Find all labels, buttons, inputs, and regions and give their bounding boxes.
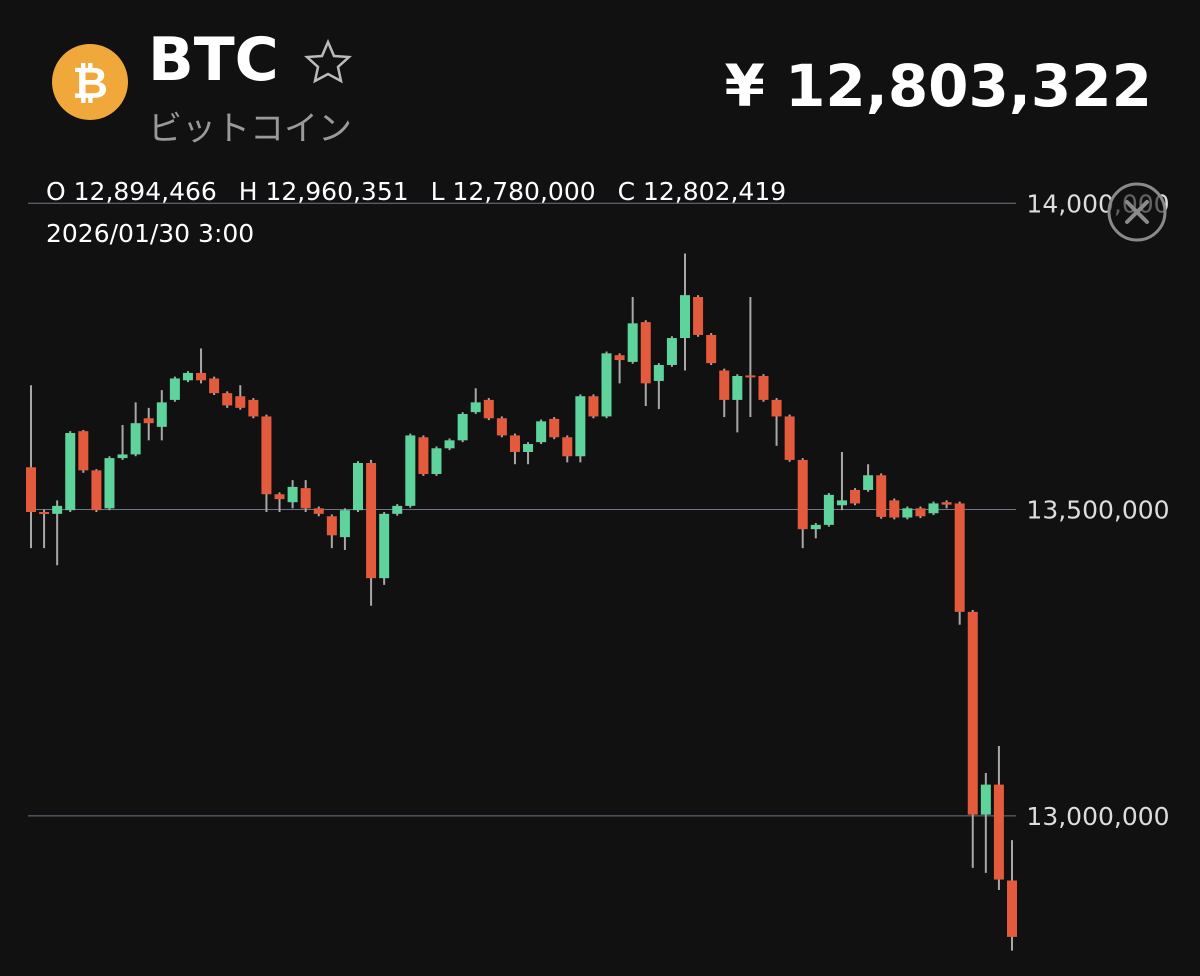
candle-body (680, 295, 690, 339)
candle-body (863, 475, 874, 490)
ohlc-label: H (239, 177, 258, 206)
ohlc-value: 12,802,419 (643, 177, 786, 206)
candle-body (143, 418, 154, 424)
candle-body (810, 524, 821, 530)
candle-body (26, 467, 36, 513)
candle-body (588, 396, 599, 417)
candle-body (536, 421, 547, 443)
candle-body (719, 370, 730, 400)
candle-body (928, 503, 939, 514)
candle-body (653, 364, 664, 381)
candle-body (562, 437, 573, 457)
ohlc-value: 12,894,466 (74, 177, 217, 206)
candle-body (457, 413, 468, 441)
candle-body (523, 444, 534, 452)
candle-body (954, 503, 965, 612)
candle-body (823, 494, 834, 525)
candle-body (601, 353, 612, 417)
ohlc-label: O (46, 177, 66, 206)
candle-body (78, 431, 89, 471)
datetime: 2026/01/30 3:00 (46, 219, 254, 248)
candle-body (902, 508, 913, 518)
candle-body (745, 375, 756, 378)
candle-body (732, 376, 743, 400)
candle-body (509, 435, 520, 452)
candle-body (797, 459, 808, 530)
candle-body (706, 334, 717, 364)
candle-body (784, 416, 795, 460)
candle-body (640, 322, 651, 384)
candle-body (980, 784, 991, 815)
ohlc-value: 12,780,000 (452, 177, 595, 206)
candle-body (693, 296, 704, 335)
candle-body (169, 378, 180, 400)
candle-body (876, 475, 887, 517)
candle-body (758, 376, 769, 400)
candle-body (836, 500, 847, 506)
candle-body (117, 454, 128, 459)
candle-body (196, 372, 207, 381)
candle-body (156, 402, 167, 427)
candle-body (405, 435, 416, 506)
y-tick-label: 13,500,000 (1026, 496, 1169, 525)
price: ¥ 12,803,322 (725, 52, 1152, 120)
candle-body (431, 448, 442, 475)
candle-body (366, 462, 377, 579)
candle-body (313, 508, 324, 514)
candle-body (130, 423, 141, 455)
candle-body (627, 323, 638, 362)
ohlc-label: C (618, 177, 635, 206)
close-button[interactable] (1107, 182, 1167, 242)
candle-body (418, 437, 429, 475)
candle-body (941, 502, 952, 505)
candle-body (575, 396, 586, 457)
candle-body (614, 355, 625, 361)
coin-glyph: ₿ (72, 58, 108, 109)
coin-name: ビットコイン (148, 109, 352, 149)
candle-body (91, 470, 102, 511)
candle-body (235, 396, 246, 408)
candle-body (379, 513, 390, 579)
candle-body (1007, 880, 1017, 937)
candle-body (287, 486, 298, 503)
ohlc-label: L (431, 177, 445, 206)
candle-body (209, 378, 220, 394)
candle-body (300, 488, 311, 509)
ohlc-value: 12,960,351 (266, 177, 409, 206)
candle-body (470, 402, 481, 413)
candle-body (967, 611, 978, 815)
candle-body (993, 784, 1004, 880)
candle-body (496, 418, 507, 436)
candle-body (771, 399, 782, 417)
candle-body (248, 399, 259, 417)
candle-body (915, 508, 926, 517)
y-tick-label: 13,000,000 (1026, 802, 1169, 831)
candle-body (392, 505, 403, 514)
candle-body (261, 416, 272, 495)
favorite-star[interactable] (303, 38, 353, 84)
candle-body (339, 510, 350, 538)
candle-body (52, 505, 63, 514)
candle-body (222, 393, 233, 406)
candle-body (274, 494, 285, 500)
close-x[interactable] (1125, 200, 1149, 224)
ohlc: O 12,894,466 H 12,960,351 L 12,780,000 C… (46, 177, 786, 206)
candle-body (483, 399, 494, 419)
candle-body (65, 432, 76, 511)
candle-body (182, 372, 193, 381)
candle-body (326, 516, 337, 536)
candle-body (889, 500, 900, 518)
candle-body (444, 440, 455, 449)
candle-body (353, 462, 363, 511)
candle-body (666, 338, 677, 365)
candle-body (549, 418, 560, 438)
candle-body (850, 489, 861, 504)
candle-body (104, 458, 115, 509)
symbol: BTC (148, 25, 279, 95)
candle-body (39, 512, 50, 515)
coin-icon (52, 44, 128, 120)
